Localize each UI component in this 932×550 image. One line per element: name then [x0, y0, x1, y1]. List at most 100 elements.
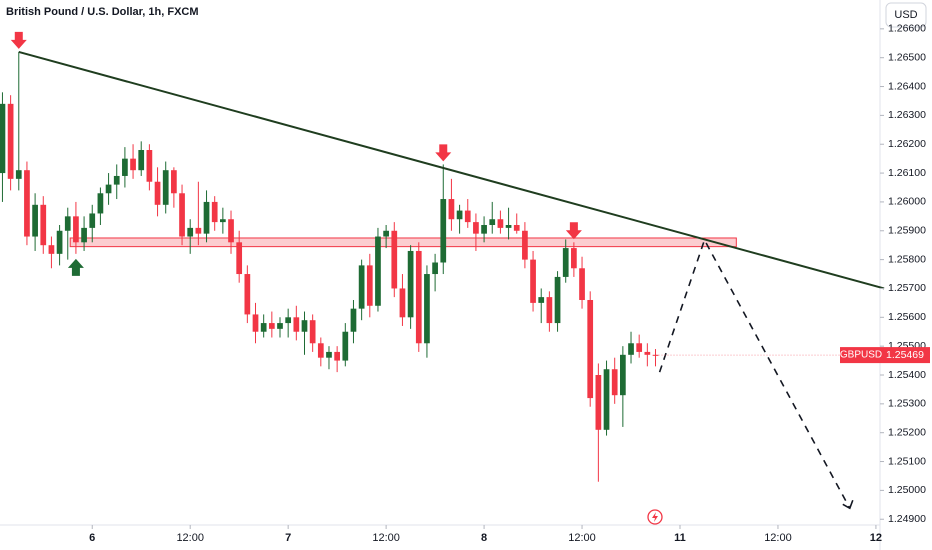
candle-body — [448, 199, 455, 220]
candle-body — [244, 274, 251, 315]
y-tick-label: 1.26400 — [888, 80, 926, 92]
candle-body — [432, 262, 438, 275]
candle-body — [366, 265, 373, 306]
candle-body — [40, 204, 47, 246]
y-tick-label: 1.25100 — [888, 455, 926, 467]
candle-body — [595, 375, 602, 430]
candle-body — [122, 158, 128, 176]
y-tick-label: 1.25400 — [888, 369, 926, 381]
x-tick-label: 12:00 — [372, 532, 400, 544]
candle-body — [146, 150, 153, 182]
candle-body — [24, 170, 30, 237]
y-tick-label: 1.26500 — [888, 51, 926, 63]
signal-arrow — [67, 258, 84, 276]
candle-body — [48, 245, 55, 254]
candle-body — [317, 343, 324, 358]
candle-body — [579, 268, 585, 300]
candle-body — [130, 158, 136, 171]
candle-body — [407, 250, 414, 318]
candle-body — [171, 170, 177, 194]
signal-arrow — [10, 31, 27, 49]
candle-body — [399, 288, 406, 318]
candle-body — [481, 225, 487, 234]
candle-body — [497, 219, 504, 228]
candle-body — [64, 216, 71, 231]
y-tick-label: 1.25800 — [888, 253, 926, 265]
y-tick-label: 1.25600 — [888, 311, 926, 323]
chart-title: British Pound / U.S. Dollar, 1h, FXCM — [6, 6, 199, 18]
candle-body — [562, 248, 569, 277]
candle-body — [138, 150, 145, 171]
x-tick-label: 7 — [285, 532, 291, 544]
candle-body — [628, 343, 634, 355]
candle-body — [203, 201, 210, 234]
candle-body — [73, 216, 79, 243]
candle-body — [187, 227, 194, 237]
x-tick-label: 12 — [870, 532, 882, 544]
candle-body — [350, 308, 357, 332]
candle-body — [326, 351, 332, 358]
candle-body — [32, 204, 38, 237]
y-tick-label: 1.24900 — [888, 513, 926, 525]
candle-body — [620, 354, 626, 396]
candle-body — [522, 230, 528, 260]
x-tick-label: 6 — [89, 532, 95, 544]
signal-arrow — [435, 144, 452, 162]
candle-body — [285, 317, 292, 324]
candle-body — [611, 369, 618, 396]
y-tick-label: 1.25300 — [888, 398, 926, 410]
alert-icon[interactable] — [647, 509, 663, 525]
currency-button[interactable] — [885, 2, 927, 28]
candle-body — [236, 242, 243, 275]
candle-body — [334, 351, 340, 361]
candle-body — [113, 175, 120, 185]
candle-body — [56, 230, 63, 254]
candle-body — [636, 343, 643, 352]
candle-body — [162, 170, 169, 205]
candle-body — [154, 181, 161, 205]
candle-body — [464, 210, 471, 223]
last-price-tag — [882, 347, 930, 364]
last-price-label: 1.25469 — [886, 349, 924, 361]
candle-body — [7, 103, 14, 179]
x-tick-label: 8 — [481, 532, 487, 544]
x-tick-label: 12:00 — [176, 532, 204, 544]
candle-body — [424, 274, 430, 344]
y-tick-label: 1.26300 — [888, 109, 926, 121]
candle-body — [473, 222, 479, 234]
candle-body — [383, 230, 389, 237]
candle-body — [513, 225, 520, 231]
candle-body — [342, 331, 349, 361]
candle-body — [309, 320, 316, 344]
candle-body — [179, 193, 185, 237]
candle-body — [530, 259, 536, 303]
candle-body — [105, 184, 112, 194]
candle-body — [15, 170, 22, 179]
symbol-tag — [840, 347, 882, 364]
candle-body — [644, 351, 651, 355]
candle-body — [538, 297, 545, 303]
x-tick-label: 12:00 — [568, 532, 596, 544]
candle-body — [220, 219, 226, 223]
x-tick-label: 12:00 — [764, 532, 792, 544]
candle-body — [277, 323, 283, 329]
y-tick-label: 1.25200 — [888, 426, 926, 438]
y-tick-label: 1.26600 — [888, 23, 926, 35]
signal-arrow — [565, 222, 582, 240]
currency-label[interactable]: USD — [894, 9, 917, 21]
candle-body — [89, 213, 96, 228]
candle-body — [97, 193, 104, 214]
candle-body — [252, 314, 259, 332]
candle-body — [587, 300, 594, 399]
projection-arrowhead — [842, 499, 854, 510]
candle-body — [260, 323, 267, 332]
candle-body — [228, 219, 234, 243]
plot-area — [0, 31, 885, 510]
candle-body — [603, 369, 610, 430]
candle-body — [301, 320, 308, 332]
trendline — [18, 50, 885, 290]
y-tick-label: 1.26100 — [888, 167, 926, 179]
candle-body — [81, 227, 87, 243]
